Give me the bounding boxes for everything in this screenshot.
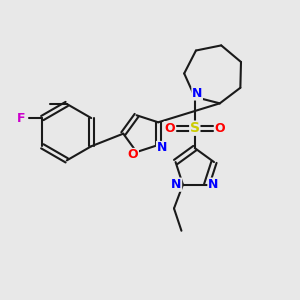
Text: O: O xyxy=(128,148,138,161)
Text: S: S xyxy=(190,121,200,135)
Text: N: N xyxy=(171,178,182,191)
Text: N: N xyxy=(157,142,167,154)
Text: O: O xyxy=(215,122,225,135)
Text: N: N xyxy=(208,178,218,191)
Text: F: F xyxy=(17,112,26,124)
Text: N: N xyxy=(192,87,202,100)
Text: O: O xyxy=(164,122,175,135)
